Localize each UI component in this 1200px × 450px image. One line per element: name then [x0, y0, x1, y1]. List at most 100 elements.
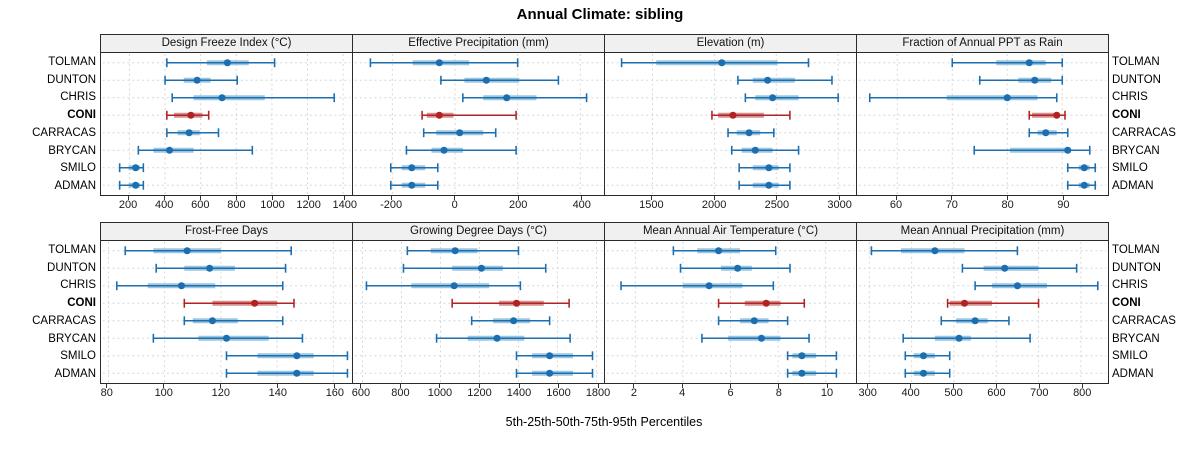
axis-tick-mark: [277, 384, 279, 388]
axis-tick-label: 1400: [506, 387, 532, 399]
median-dot-BRYCAN: [493, 334, 501, 342]
station-label-left-BRYCAN: BRYCAN: [48, 332, 96, 345]
axis-tick-mark: [776, 196, 778, 200]
whisker-DUNTON: [402, 263, 547, 273]
whisker-CARRACAS: [422, 128, 497, 138]
axis-tick-mark: [1007, 196, 1009, 200]
whisker-CARRACAS: [166, 128, 220, 138]
station-label-right-CARRACAS: CARRACAS: [1112, 314, 1176, 327]
whisker-SMILO: [225, 351, 349, 361]
median-dot-TOLMAN: [1025, 59, 1033, 67]
whisker-CONI: [1028, 110, 1066, 120]
median-dot-TOLMAN: [451, 247, 459, 255]
whisker-CONI: [711, 110, 791, 120]
median-dot-CHRIS: [1003, 94, 1011, 102]
median-dot-CARRACAS: [750, 317, 758, 325]
median-dot-BRYCAN: [1064, 146, 1072, 154]
panel-plot-Growing Degree Days (°C): [352, 240, 605, 384]
median-dot-ADMAN: [546, 369, 554, 377]
whisker-DUNTON: [961, 263, 1078, 273]
axis-tick-mark: [344, 196, 346, 200]
whisker-TOLMAN: [406, 246, 520, 256]
panel-plot-Mean Annual Air Temperature (°C): [604, 240, 857, 384]
whisker-BRYCAN: [902, 333, 1031, 343]
median-dot-CARRACAS: [745, 129, 753, 137]
median-dot-CARRACAS: [185, 129, 193, 137]
panel-plot-Design Freeze Index (°C): [100, 52, 353, 196]
axis-tick-mark: [778, 384, 780, 388]
whisker-ADMAN: [515, 368, 594, 378]
station-label-right-BRYCAN: BRYCAN: [1112, 332, 1160, 345]
median-dot-CARRACAS: [971, 317, 979, 325]
station-label-right-CARRACAS: CARRACAS: [1112, 126, 1176, 139]
axis-tick-mark: [163, 196, 165, 200]
median-dot-SMILO: [1080, 164, 1088, 172]
axis-tick-mark: [399, 384, 401, 388]
axis-tick-label: 300: [858, 387, 877, 399]
whisker-CHRIS: [868, 93, 1058, 103]
station-label-left-CHRIS: CHRIS: [60, 91, 96, 104]
axis-tick-mark: [360, 384, 362, 388]
axis-tick-mark: [272, 196, 274, 200]
axis-tick-label: 0: [451, 199, 458, 211]
axis-tick-label: 600: [191, 199, 210, 211]
panel-strip-title: Mean Annual Precipitation (mm): [856, 222, 1109, 241]
whisker-SMILO: [389, 163, 439, 173]
median-dot-BRYCAN: [440, 146, 448, 154]
axis-tick-mark: [439, 384, 441, 388]
axis-tick-label: 3000: [827, 199, 852, 211]
station-label-left-CONI: CONI: [67, 297, 96, 310]
axis-tick-mark: [953, 384, 955, 388]
axis-tick-label: 800: [1073, 387, 1092, 399]
axis-tick-label: 1200: [296, 199, 321, 211]
axis-tick-label: 8: [775, 387, 782, 399]
median-dot-DUNTON: [764, 76, 772, 84]
median-dot-BRYCAN: [757, 334, 765, 342]
axis-tick-mark: [235, 196, 237, 200]
median-dot-DUNTON: [193, 76, 201, 84]
axis-tick-label: 70: [945, 199, 958, 211]
median-dot-SMILO: [919, 352, 928, 360]
panel-strip-title: Fraction of Annual PPT as Rain: [856, 34, 1109, 53]
axis-tick-mark: [826, 384, 828, 388]
station-label-right-ADMAN: ADMAN: [1112, 180, 1154, 193]
whisker-CHRIS: [171, 93, 336, 103]
axis-tick-label: 140: [268, 387, 287, 399]
axis-tick-label: -200: [380, 199, 403, 211]
whisker-ADMAN: [389, 180, 439, 190]
median-dot-CONI: [960, 299, 969, 307]
axis-tick-label: 2000: [701, 199, 727, 211]
axis-tick-label: 800: [227, 199, 246, 211]
whisker-CARRACAS: [470, 316, 551, 326]
median-dot-SMILO: [293, 352, 301, 360]
axis-tick-mark: [867, 384, 869, 388]
whisker-CHRIS: [365, 281, 522, 291]
whisker-CONI: [451, 298, 570, 308]
panel-plot-Frost-Free Days: [100, 240, 353, 384]
axis-tick-label: 120: [211, 387, 230, 399]
panel-strip-title: Mean Annual Air Temperature (°C): [604, 222, 857, 241]
median-dot-TOLMAN: [183, 247, 191, 255]
median-dot-CONI: [435, 111, 443, 119]
median-dot-ADMAN: [1080, 181, 1088, 189]
axis-tick-label: 400: [155, 199, 174, 211]
whisker-DUNTON: [440, 75, 560, 85]
whisker-SMILO: [118, 163, 145, 173]
whisker-CARRACAS: [727, 128, 775, 138]
whisker-DUNTON: [164, 75, 238, 85]
whisker-BRYCAN: [973, 145, 1091, 155]
axis-tick-mark: [517, 196, 519, 200]
axis-tick-mark: [650, 196, 652, 200]
median-dot-TOLMAN: [718, 59, 726, 67]
median-dot-TOLMAN: [223, 59, 231, 67]
station-label-left-CONI: CONI: [67, 109, 96, 122]
whisker-TOLMAN: [620, 58, 810, 68]
axis-tick-mark: [681, 384, 683, 388]
median-dot-CARRACAS: [456, 129, 464, 137]
axis-tick-mark: [106, 384, 108, 388]
median-dot-CONI: [512, 299, 521, 307]
axis-tick-label: 500: [944, 387, 963, 399]
station-label-left-TOLMAN: TOLMAN: [48, 243, 96, 256]
axis-tick-label: 160: [325, 387, 345, 399]
axis-tick-label: 200: [118, 199, 138, 211]
